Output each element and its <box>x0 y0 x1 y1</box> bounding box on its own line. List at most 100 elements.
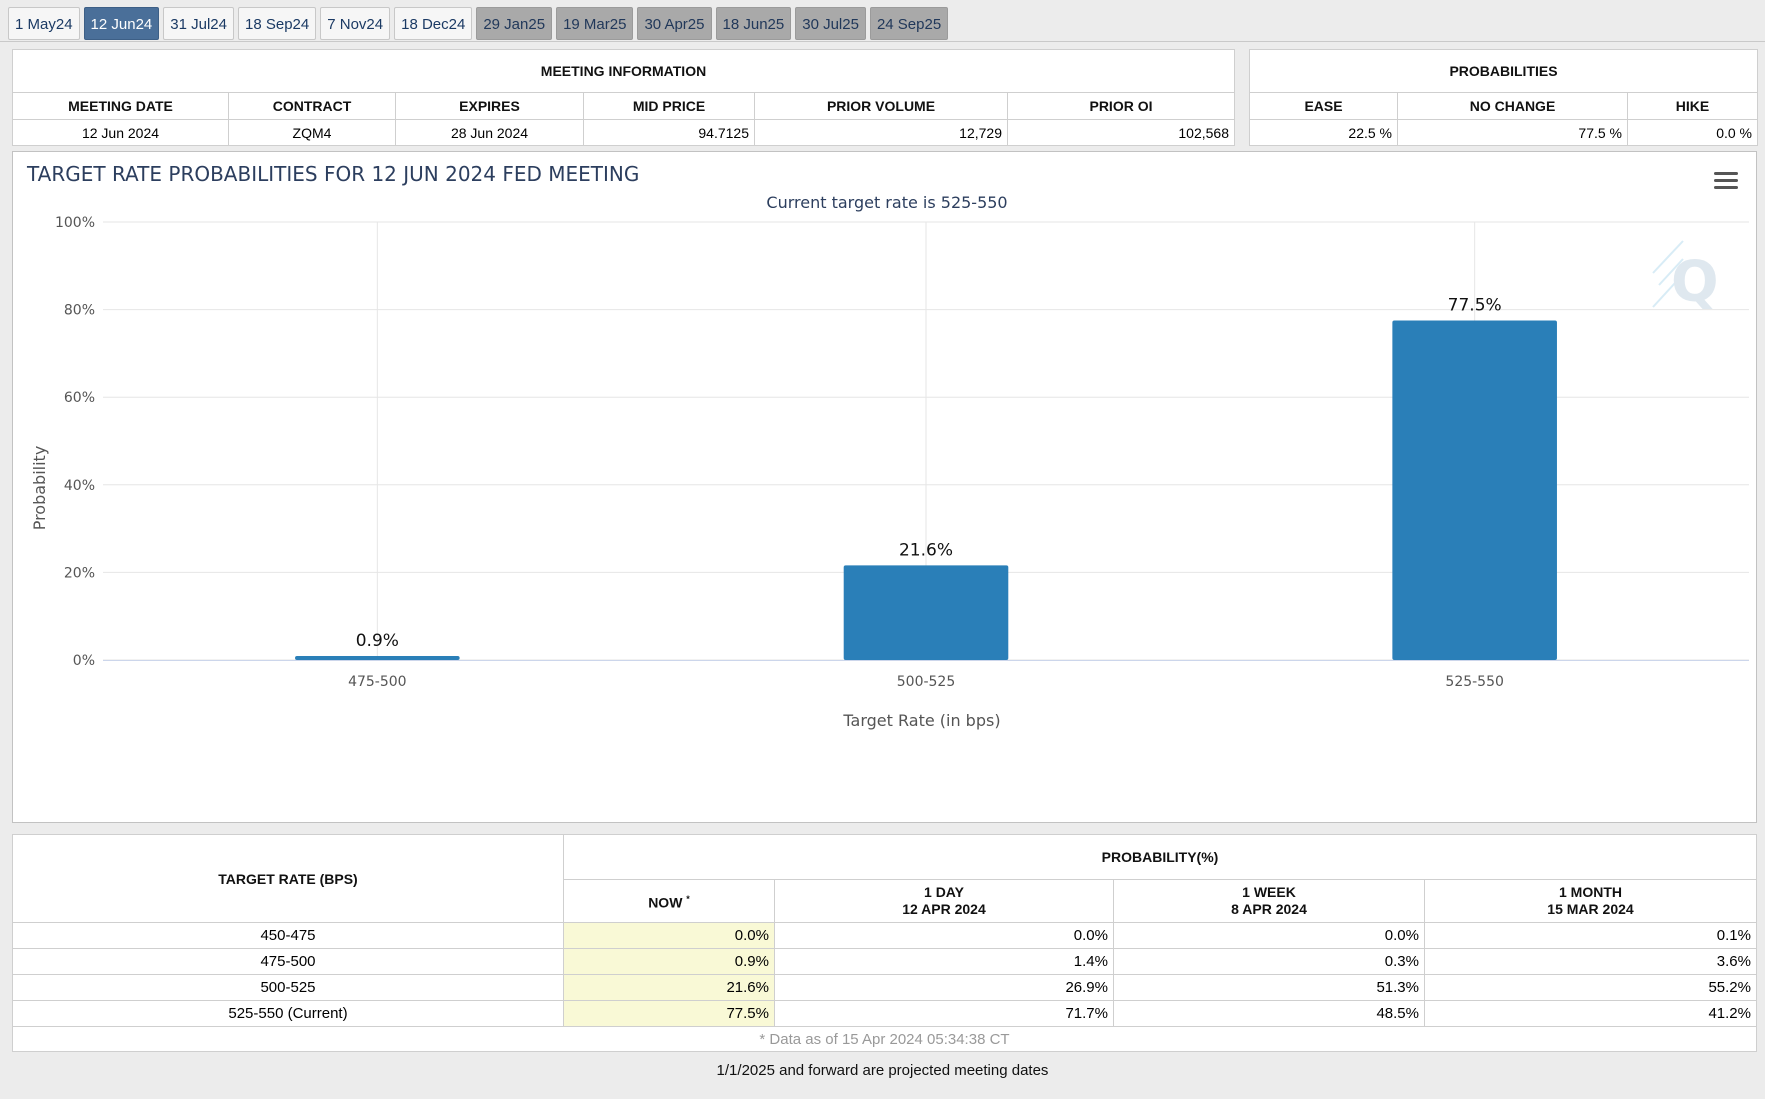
col-mid-price: MID PRICE <box>583 92 755 120</box>
probability-cell: 48.5% <box>1113 1000 1425 1027</box>
probability-cell: 71.7% <box>774 1000 1114 1027</box>
meeting-information-table: MEETING INFORMATION MEETING DATE CONTRAC… <box>12 49 1235 146</box>
probability-cell: 0.0% <box>563 922 775 949</box>
bar-525-550[interactable] <box>1392 320 1557 660</box>
col-expires: EXPIRES <box>395 92 584 120</box>
col-no-change: NO CHANGE <box>1397 92 1628 120</box>
tab-meeting-24-sep25[interactable]: 24 Sep25 <box>869 7 949 40</box>
data-timestamp-note: * Data as of 15 Apr 2024 05:34:38 CT <box>12 1026 1757 1052</box>
y-tick-label: 0% <box>73 653 95 669</box>
expires-value: 28 Jun 2024 <box>395 119 584 146</box>
no-change-value: 77.5 % <box>1397 119 1628 146</box>
tab-meeting-18-dec24[interactable]: 18 Dec24 <box>394 7 473 40</box>
chart-title: TARGET RATE PROBABILITIES FOR 12 JUN 202… <box>26 162 639 186</box>
probabilities-table: PROBABILITIES EASE NO CHANGE HIKE 22.5 %… <box>1249 49 1758 146</box>
period-label: 1 MONTH <box>1559 884 1622 900</box>
table-row: 450-475 0.0% 0.0% 0.0% 0.1% <box>12 922 1757 949</box>
col-ease: EASE <box>1249 92 1398 120</box>
y-tick-label: 40% <box>64 478 95 494</box>
target-rate-chart: TARGET RATE PROBABILITIES FOR 12 JUN 202… <box>26 162 1749 730</box>
period-header: NOW * <box>563 879 775 923</box>
y-tick-label: 80% <box>64 303 95 319</box>
probability-cell: 0.9% <box>563 948 775 975</box>
y-axis-label: Probability <box>30 446 49 531</box>
period-header: 1 WEEK 8 APR 2024 <box>1113 879 1425 923</box>
col-hike: HIKE <box>1627 92 1758 120</box>
contract-value: ZQM4 <box>228 119 396 146</box>
ease-value: 22.5 % <box>1249 119 1398 146</box>
target-rate-cell: 525-550 (Current) <box>12 1000 564 1027</box>
meeting-tabs: 1 May24 12 Jun24 31 Jul24 18 Sep24 7 Nov24 18… <box>8 7 949 41</box>
y-tick-label: 60% <box>64 390 95 406</box>
period-header: 1 DAY 12 APR 2024 <box>774 879 1114 923</box>
target-rate-chart-panel: TARGET RATE PROBABILITIES FOR 12 JUN 202… <box>12 151 1757 823</box>
tab-meeting-19-mar25[interactable]: 19 Mar25 <box>556 7 634 40</box>
footnote-marker: * <box>686 893 690 904</box>
probability-cell: 3.6% <box>1424 948 1757 975</box>
probability-cell: 0.0% <box>1113 922 1425 949</box>
period-date: 12 APR 2024 <box>902 901 986 917</box>
tab-meeting-31-jul24[interactable]: 31 Jul24 <box>163 7 234 40</box>
hike-value: 0.0 % <box>1627 119 1758 146</box>
tab-meeting-1-may24[interactable]: 1 May24 <box>8 7 80 40</box>
tab-divider <box>0 41 1765 42</box>
x-tick-label: 500-525 <box>897 674 956 690</box>
chart-bars: 0.9% 475-500 21.6% 500-525 77.5% 525-550 <box>295 296 1557 690</box>
probability-history-table: TARGET RATE (BPS) PROBABILITY(%) NOW * 1 … <box>12 834 1757 1052</box>
chart-menu-icon[interactable] <box>1714 172 1738 194</box>
watermark-logo: Q <box>1652 240 1719 315</box>
y-tick-label: 20% <box>64 565 95 581</box>
bar-data-label: 0.9% <box>356 631 399 651</box>
table-row: 500-525 21.6% 26.9% 51.3% 55.2% <box>12 974 1757 1001</box>
meeting-info-caption: MEETING INFORMATION <box>12 49 1235 93</box>
col-contract: CONTRACT <box>228 92 396 120</box>
probability-cell: 55.2% <box>1424 974 1757 1001</box>
probability-cell: 0.3% <box>1113 948 1425 975</box>
bar-475-500[interactable] <box>295 656 460 660</box>
col-meeting-date: MEETING DATE <box>12 92 229 120</box>
col-prior-volume: PRIOR VOLUME <box>754 92 1008 120</box>
tab-meeting-29-jan25[interactable]: 29 Jan25 <box>476 7 553 40</box>
table-row: 525-550 (Current) 77.5% 71.7% 48.5% 41.2% <box>12 1000 1757 1027</box>
x-tick-label: 475-500 <box>348 674 407 690</box>
y-tick-label: 100% <box>55 215 95 231</box>
probability-cell: 1.4% <box>774 948 1114 975</box>
bar-data-label: 77.5% <box>1448 296 1502 316</box>
table-row: 475-500 0.9% 1.4% 0.3% 3.6% <box>12 948 1757 975</box>
probability-cell: 0.0% <box>774 922 1114 949</box>
period-label: 1 WEEK <box>1242 884 1296 900</box>
tab-meeting-12-jun24[interactable]: 12 Jun24 <box>83 7 160 40</box>
period-label: 1 DAY <box>924 884 964 900</box>
period-label: NOW <box>648 894 683 911</box>
projected-dates-note: 1/1/2025 and forward are projected meeti… <box>716 1062 1049 1079</box>
col-target-rate: TARGET RATE (BPS) <box>12 834 564 923</box>
period-date: 15 MAR 2024 <box>1547 901 1634 917</box>
tab-meeting-30-jul25[interactable]: 30 Jul25 <box>795 7 866 40</box>
probabilities-caption: PROBABILITIES <box>1249 49 1758 93</box>
x-tick-label: 525-550 <box>1445 674 1504 690</box>
bar-data-label: 21.6% <box>899 540 953 560</box>
tab-meeting-7-nov24[interactable]: 7 Nov24 <box>320 7 391 40</box>
probability-cell: 26.9% <box>774 974 1114 1001</box>
svg-text:Q: Q <box>1671 250 1719 315</box>
probability-cell: 41.2% <box>1424 1000 1757 1027</box>
target-rate-cell: 500-525 <box>12 974 564 1001</box>
tab-meeting-18-sep24[interactable]: 18 Sep24 <box>238 7 317 40</box>
x-axis-label: Target Rate (in bps) <box>842 711 1000 730</box>
prior-oi-value: 102,568 <box>1007 119 1235 146</box>
tab-meeting-18-jun25[interactable]: 18 Jun25 <box>715 7 792 40</box>
probability-cell: 21.6% <box>563 974 775 1001</box>
tab-meeting-30-apr25[interactable]: 30 Apr25 <box>637 7 712 40</box>
col-prior-oi: PRIOR OI <box>1007 92 1235 120</box>
meeting-date-value: 12 Jun 2024 <box>12 119 229 146</box>
probability-cell: 77.5% <box>563 1000 775 1027</box>
probability-cell: 51.3% <box>1113 974 1425 1001</box>
period-header: 1 MONTH 15 MAR 2024 <box>1424 879 1757 923</box>
target-rate-cell: 475-500 <box>12 948 564 975</box>
period-date: 8 APR 2024 <box>1231 901 1307 917</box>
prior-volume-value: 12,729 <box>754 119 1008 146</box>
col-probability: PROBABILITY(%) <box>563 834 1757 880</box>
bar-500-525[interactable] <box>843 565 1009 660</box>
target-rate-cell: 450-475 <box>12 922 564 949</box>
mid-price-value: 94.7125 <box>583 119 755 146</box>
